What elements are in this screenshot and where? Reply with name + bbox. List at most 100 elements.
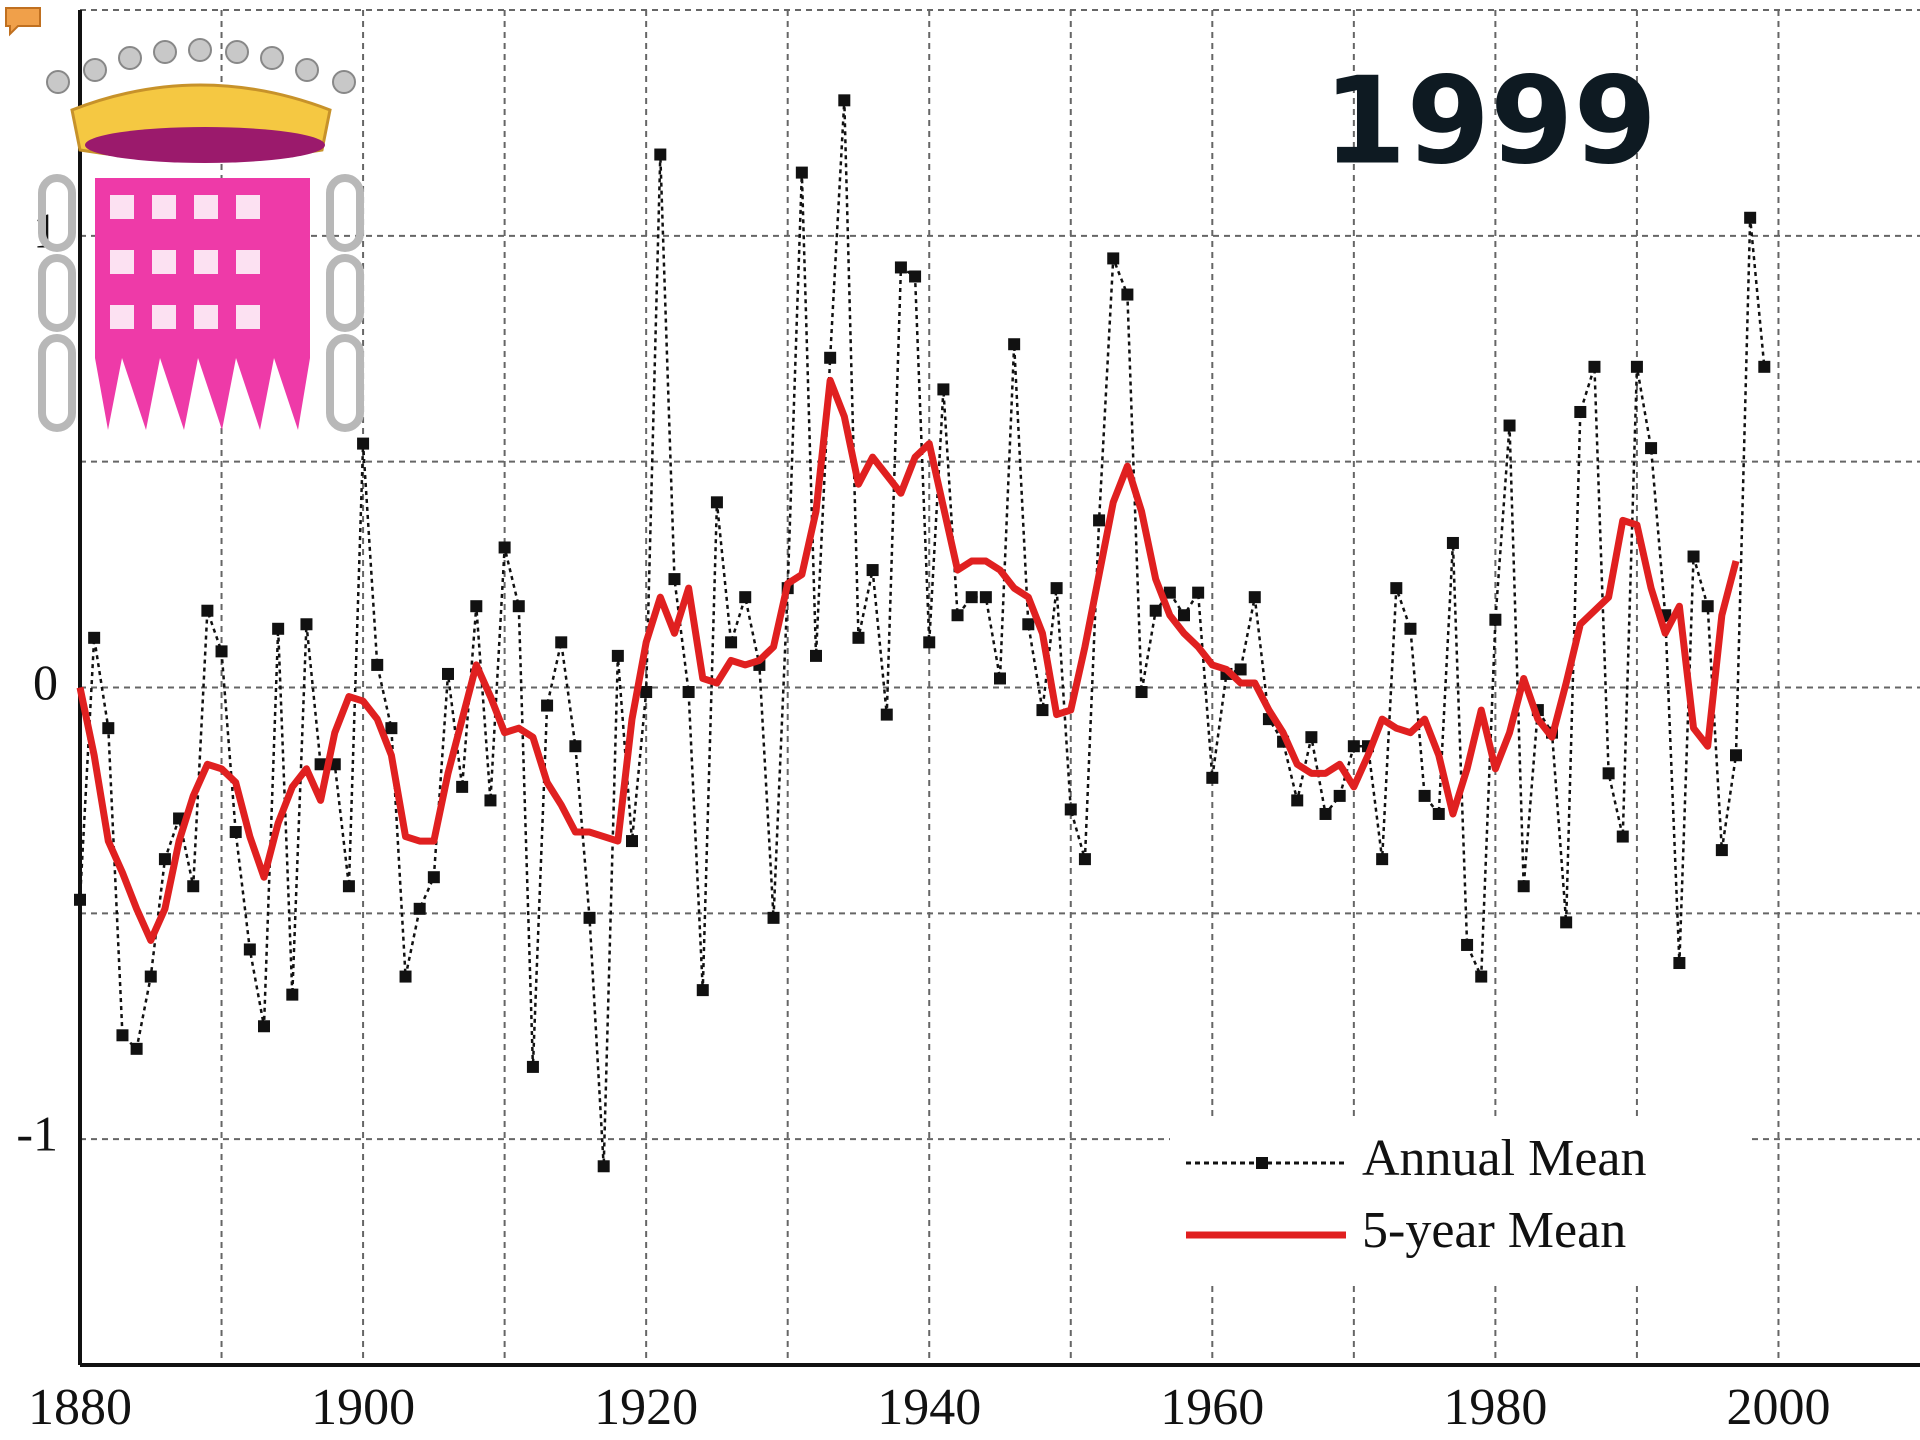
marker <box>1093 514 1106 527</box>
x-tick-label: 1960 <box>1160 1379 1264 1436</box>
marker <box>74 893 86 906</box>
marker <box>158 853 171 866</box>
mean-line <box>76 376 1740 944</box>
marker <box>710 496 723 509</box>
marker <box>696 984 709 997</box>
x-tick-label: 1920 <box>594 1379 698 1436</box>
marker <box>810 649 822 662</box>
marker <box>1135 686 1148 699</box>
marker <box>1291 794 1304 807</box>
marker <box>1701 600 1714 613</box>
marker <box>937 383 950 396</box>
marker <box>342 880 355 893</box>
marker <box>470 600 483 613</box>
legend-label: 5-year Mean <box>1362 1202 1626 1259</box>
marker <box>1446 536 1459 549</box>
marker <box>569 740 582 753</box>
marker <box>739 591 752 604</box>
marker <box>144 970 157 983</box>
marker <box>994 672 1006 685</box>
marker <box>357 437 370 450</box>
x-tick-label: 1880 <box>28 1379 132 1436</box>
grid: 1880 1900 1920 1940 1960 1980 2000-101 <box>16 9 1920 1436</box>
marker <box>611 649 624 662</box>
x-tick-label: 1980 <box>1443 1379 1547 1436</box>
marker <box>640 686 653 699</box>
marker <box>1418 789 1431 802</box>
marker <box>1744 211 1757 224</box>
marker <box>1489 613 1502 626</box>
marker <box>1319 807 1332 820</box>
marker <box>1730 749 1742 762</box>
legend-marker <box>1256 1157 1268 1169</box>
logo <box>5 7 364 432</box>
marker <box>1390 582 1403 595</box>
marker <box>767 911 780 924</box>
marker <box>1064 803 1077 816</box>
marker <box>498 541 511 554</box>
marker <box>1347 740 1360 753</box>
marker <box>597 1160 610 1173</box>
marker <box>526 1060 539 1073</box>
marker <box>1630 360 1643 373</box>
legend-box <box>1170 1120 1750 1285</box>
marker <box>385 722 398 735</box>
marker <box>951 609 964 622</box>
marker <box>1078 853 1091 866</box>
marker <box>1050 582 1063 595</box>
marker <box>229 826 242 839</box>
marker <box>1234 663 1247 676</box>
marker <box>413 902 426 915</box>
marker <box>1192 586 1205 599</box>
marker <box>583 911 596 924</box>
marker <box>1008 338 1021 351</box>
marker <box>852 631 865 644</box>
marker <box>130 1042 143 1055</box>
marker <box>456 780 469 793</box>
marker <box>88 631 101 644</box>
chart-title: 1999 <box>1323 53 1657 192</box>
marker <box>371 658 384 671</box>
marker <box>555 636 568 649</box>
x-tick-label: 1900 <box>311 1379 415 1436</box>
legend-label: Annual Mean <box>1362 1130 1646 1187</box>
marker <box>909 270 922 283</box>
marker <box>866 564 879 577</box>
marker <box>201 604 214 617</box>
marker <box>1178 609 1190 622</box>
marker <box>824 351 837 364</box>
marker <box>1588 360 1601 373</box>
comment-icon <box>5 7 41 37</box>
marker <box>399 970 412 983</box>
marker <box>286 988 299 1001</box>
marker <box>1687 550 1700 563</box>
marker <box>243 943 256 956</box>
marker <box>102 722 115 735</box>
marker <box>1121 288 1134 301</box>
marker <box>1517 880 1530 893</box>
marker <box>215 645 228 658</box>
marker <box>1461 938 1474 951</box>
marker <box>442 667 454 680</box>
marker <box>725 636 738 649</box>
marker <box>923 636 936 649</box>
marker <box>1560 916 1573 929</box>
annual-line <box>78 99 1766 1168</box>
marker <box>1645 442 1658 455</box>
marker <box>795 166 808 179</box>
marker <box>1574 405 1587 418</box>
marker <box>1432 807 1445 820</box>
marker <box>541 699 554 712</box>
marker <box>512 600 525 613</box>
marker <box>1404 622 1417 635</box>
marker <box>1758 360 1771 373</box>
marker <box>1305 731 1318 744</box>
marker <box>427 871 440 884</box>
marker <box>300 618 313 631</box>
marker <box>1616 830 1629 843</box>
marker <box>1503 419 1516 432</box>
marker <box>880 708 893 721</box>
marker <box>668 573 681 586</box>
marker <box>1163 586 1176 599</box>
marker <box>1022 618 1035 631</box>
